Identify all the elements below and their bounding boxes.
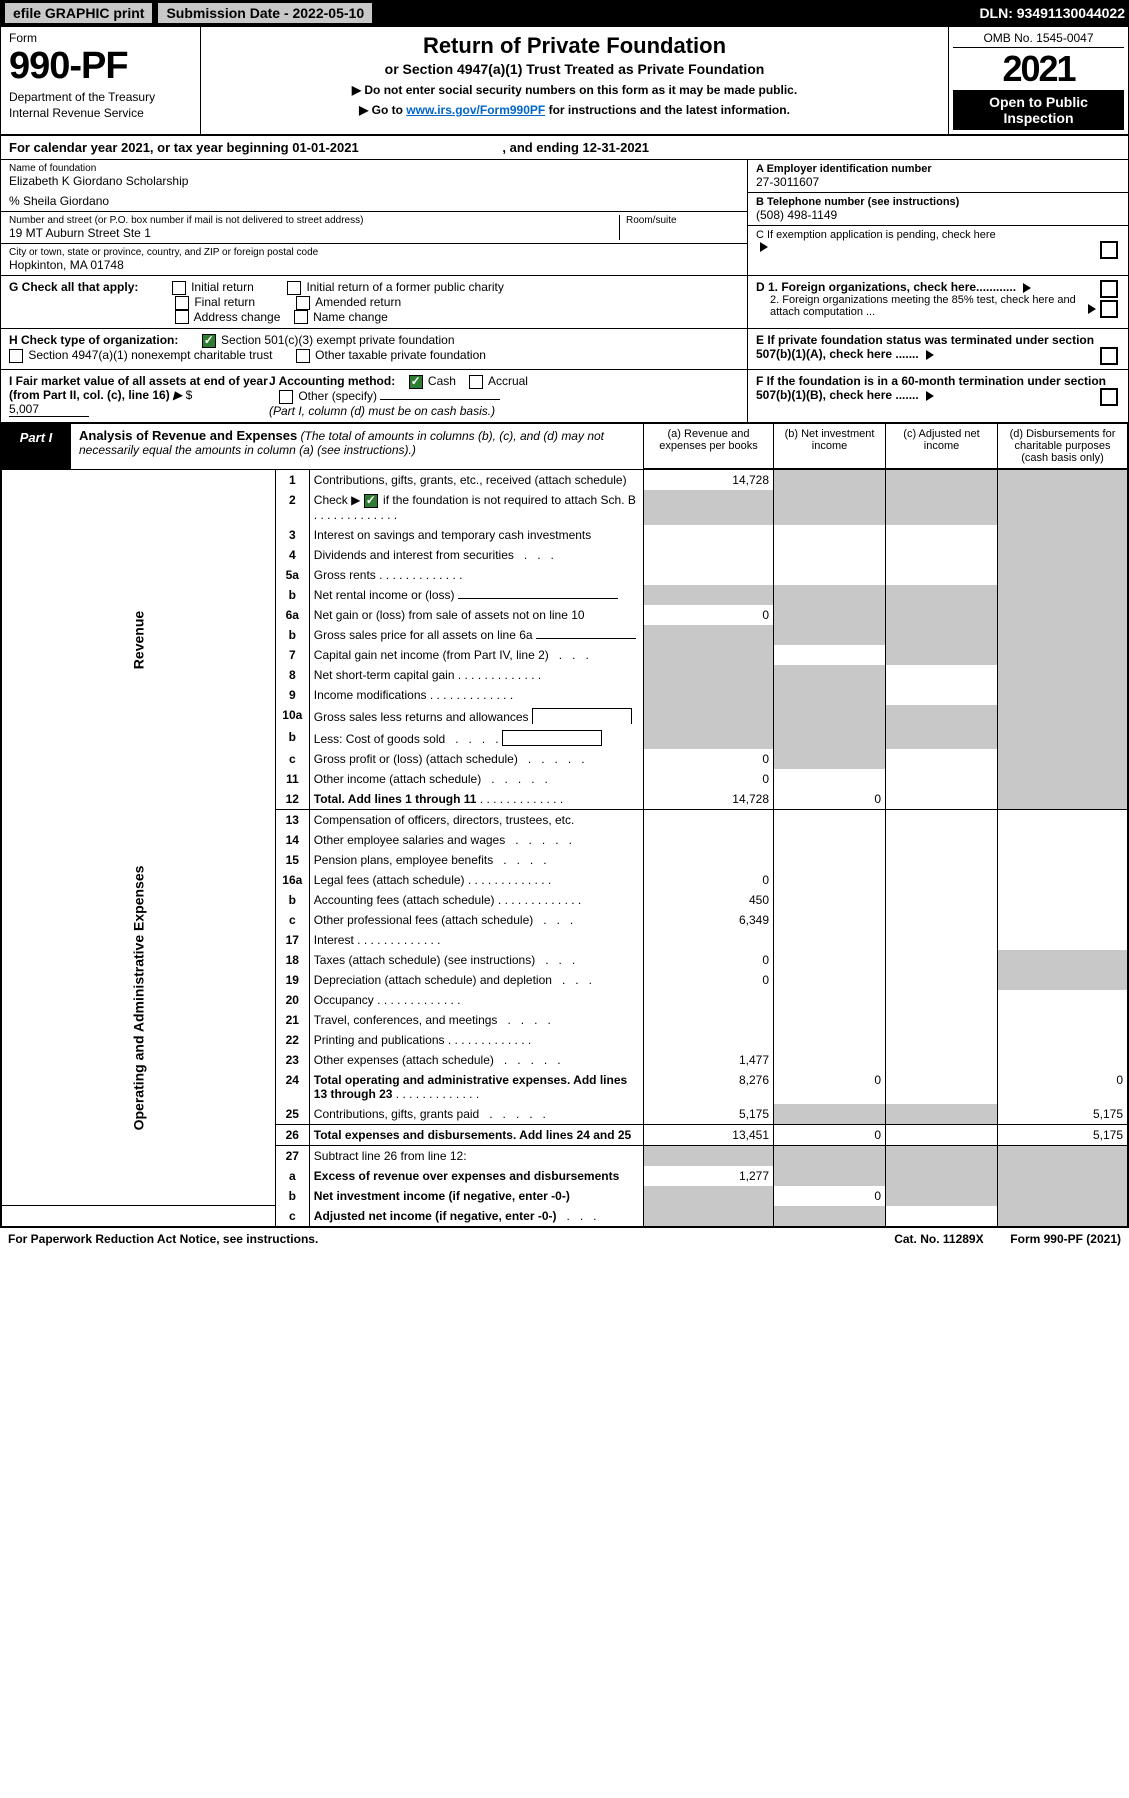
g-section: G Check all that apply: Initial return I…: [1, 276, 1128, 329]
open-inspection: Open to Public Inspection: [953, 90, 1124, 130]
name-change-cb[interactable]: [294, 310, 308, 324]
header-right: OMB No. 1545-0047 2021 Open to Public In…: [948, 27, 1128, 134]
d1-label: D 1. Foreign organizations, check here..…: [756, 280, 1016, 294]
form-header: Form 990-PF Department of the Treasury I…: [1, 27, 1128, 136]
room-label: Room/suite: [626, 215, 739, 226]
form-subtitle: or Section 4947(a)(1) Trust Treated as P…: [207, 61, 942, 77]
form-number: 990-PF: [9, 45, 192, 88]
expenses-side: Operating and Administrative Expenses: [130, 865, 146, 1130]
care-of: % Sheila Giordano: [9, 194, 739, 208]
page-footer: For Paperwork Reduction Act Notice, see …: [0, 1228, 1129, 1250]
efile-button[interactable]: efile GRAPHIC print: [4, 2, 153, 24]
h-section: H Check type of organization: Section 50…: [1, 329, 1128, 370]
entity-info: Name of foundation Elizabeth K Giordano …: [1, 160, 1128, 276]
table-row: Revenue 1 Contributions, gifts, grants, …: [2, 470, 1128, 490]
col-b-header: (b) Net investment income: [774, 424, 886, 469]
table-row: cAdjusted net income (if negative, enter…: [2, 1206, 1128, 1227]
street-address: 19 MT Auburn Street Ste 1: [9, 226, 619, 240]
paperwork-notice: For Paperwork Reduction Act Notice, see …: [8, 1232, 318, 1246]
schb-cb[interactable]: [364, 494, 378, 508]
city-state-zip: Hopkinton, MA 01748: [9, 258, 739, 272]
j-note: (Part I, column (d) must be on cash basi…: [269, 404, 495, 418]
ein-label: A Employer identification number: [756, 163, 1120, 175]
other-taxable-cb[interactable]: [296, 349, 310, 363]
link-note: ▶ Go to www.irs.gov/Form990PF for instru…: [207, 103, 942, 117]
addr-label: Number and street (or P.O. box number if…: [9, 215, 619, 226]
g-label: G Check all that apply:: [9, 280, 138, 294]
cat-no: Cat. No. 11289X: [894, 1232, 983, 1246]
initial-return-cb[interactable]: [172, 281, 186, 295]
omb-number: OMB No. 1545-0047: [953, 31, 1124, 48]
form-label: Form: [9, 31, 192, 45]
header-left: Form 990-PF Department of the Treasury I…: [1, 27, 201, 134]
irs: Internal Revenue Service: [9, 106, 192, 120]
ein: 27-3011607: [756, 175, 1120, 189]
arrow-icon: [926, 350, 934, 360]
ij-section: I Fair market value of all assets at end…: [1, 370, 1128, 424]
form-ref: Form 990-PF (2021): [1010, 1232, 1121, 1246]
dln: DLN: 93491130044022: [979, 5, 1125, 21]
arrow-icon: [760, 242, 768, 252]
addr-change-cb[interactable]: [175, 310, 189, 324]
j-label: J Accounting method:: [269, 374, 395, 388]
dept: Department of the Treasury: [9, 90, 192, 104]
arrow-icon: [926, 391, 934, 401]
4947-cb[interactable]: [9, 349, 23, 363]
ssn-note: ▶ Do not enter social security numbers o…: [207, 83, 942, 97]
city-label: City or town, state or province, country…: [9, 247, 739, 258]
final-return-cb[interactable]: [175, 296, 189, 310]
arrow-icon: [1088, 304, 1096, 314]
col-d-header: (d) Disbursements for charitable purpose…: [998, 424, 1128, 469]
calendar-year: For calendar year 2021, or tax year begi…: [1, 136, 1128, 160]
name-label: Name of foundation: [9, 163, 739, 174]
header-center: Return of Private Foundation or Section …: [201, 27, 948, 134]
irs-link[interactable]: www.irs.gov/Form990PF: [406, 103, 545, 117]
501c3-cb[interactable]: [202, 334, 216, 348]
part1-table: Revenue 1 Contributions, gifts, grants, …: [1, 470, 1128, 1227]
part1-label: Part I: [1, 424, 71, 469]
arrow-icon: [1023, 283, 1031, 293]
revenue-side: Revenue: [130, 507, 146, 772]
fmv-value: 5,007: [9, 402, 89, 417]
phone: (508) 498-1149: [756, 208, 1120, 222]
i-label: I Fair market value of all assets at end…: [9, 374, 268, 402]
submission-date: Submission Date - 2022-05-10: [157, 2, 373, 24]
part1-title: Analysis of Revenue and Expenses: [79, 428, 297, 443]
cash-cb[interactable]: [409, 375, 423, 389]
other-method-cb[interactable]: [279, 390, 293, 404]
table-row: bNet investment income (if negative, ent…: [2, 1186, 1128, 1206]
tax-year: 2021: [953, 48, 1124, 90]
col-c-header: (c) Adjusted net income: [886, 424, 998, 469]
col-a-header: (a) Revenue and expenses per books: [644, 424, 774, 469]
c-checkbox[interactable]: [1100, 241, 1118, 259]
f-checkbox[interactable]: [1100, 388, 1118, 406]
c-label: C If exemption application is pending, c…: [756, 229, 996, 241]
top-bar: efile GRAPHIC print Submission Date - 20…: [0, 0, 1129, 26]
form-title: Return of Private Foundation: [207, 33, 942, 59]
part1-header: Part I Analysis of Revenue and Expenses …: [1, 424, 1128, 470]
h-label: H Check type of organization:: [9, 333, 178, 347]
d2-label: 2. Foreign organizations meeting the 85%…: [770, 294, 1120, 318]
table-row: Operating and Administrative Expenses 13…: [2, 809, 1128, 830]
foundation-name: Elizabeth K Giordano Scholarship: [9, 174, 739, 188]
e-checkbox[interactable]: [1100, 347, 1118, 365]
e-label: E If private foundation status was termi…: [756, 333, 1094, 361]
d1-checkbox[interactable]: [1100, 280, 1118, 298]
form-container: Form 990-PF Department of the Treasury I…: [0, 26, 1129, 1228]
d2-checkbox[interactable]: [1100, 300, 1118, 318]
amended-cb[interactable]: [296, 296, 310, 310]
accrual-cb[interactable]: [469, 375, 483, 389]
phone-label: B Telephone number (see instructions): [756, 196, 1120, 208]
initial-former-cb[interactable]: [287, 281, 301, 295]
